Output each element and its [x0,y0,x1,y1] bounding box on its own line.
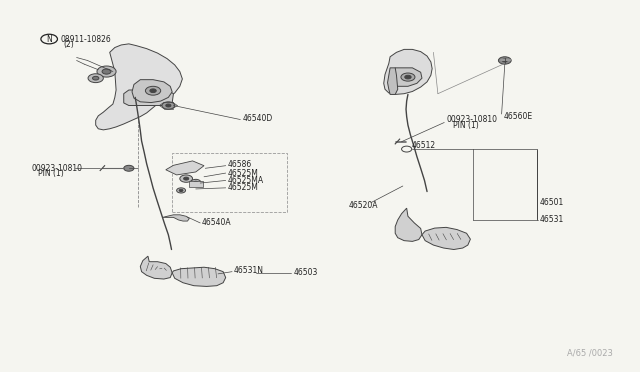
Text: 46501: 46501 [540,198,564,207]
Text: 46525M: 46525M [228,183,259,192]
Polygon shape [96,44,182,130]
Polygon shape [393,68,422,86]
Text: 46540D: 46540D [243,114,273,123]
Text: 46531N: 46531N [234,266,264,275]
Circle shape [162,102,175,109]
Bar [189,181,204,187]
Text: 00923-10810: 00923-10810 [446,115,497,124]
Text: 46520A: 46520A [349,201,378,210]
Text: 46540A: 46540A [202,218,232,227]
Circle shape [499,57,511,64]
Circle shape [502,59,508,62]
Circle shape [145,86,161,95]
Text: 46525MA: 46525MA [228,176,264,185]
Text: A/65 /0023: A/65 /0023 [567,349,613,358]
Polygon shape [166,161,204,175]
Circle shape [194,181,198,183]
Circle shape [404,75,411,79]
Circle shape [97,66,116,77]
Polygon shape [140,256,172,279]
Polygon shape [163,215,189,221]
Circle shape [179,189,183,192]
Circle shape [177,188,186,193]
Polygon shape [384,49,432,94]
Polygon shape [388,68,397,94]
Circle shape [93,76,99,80]
Text: 46512: 46512 [412,141,436,150]
Text: 46586: 46586 [228,160,252,170]
Circle shape [191,179,201,185]
Text: N: N [46,35,52,44]
Polygon shape [395,208,422,241]
Text: PIN (1): PIN (1) [38,169,64,178]
Circle shape [180,175,193,182]
Text: 46560E: 46560E [504,112,532,121]
Circle shape [184,177,189,180]
Text: (2): (2) [64,41,75,49]
Circle shape [124,165,134,171]
Polygon shape [422,227,470,250]
Bar [172,153,287,212]
Circle shape [150,89,156,93]
Text: 46503: 46503 [293,268,317,277]
Text: 46531: 46531 [540,215,564,224]
Circle shape [401,73,415,81]
Polygon shape [172,267,226,286]
Text: 08911-10826: 08911-10826 [60,35,111,44]
Circle shape [166,104,171,107]
Text: 00923-10810: 00923-10810 [32,164,83,173]
Polygon shape [124,90,173,106]
Text: 46525M: 46525M [228,169,259,177]
Text: PIN (1): PIN (1) [452,121,478,129]
Polygon shape [132,80,172,103]
Circle shape [102,69,111,74]
Circle shape [88,74,103,83]
